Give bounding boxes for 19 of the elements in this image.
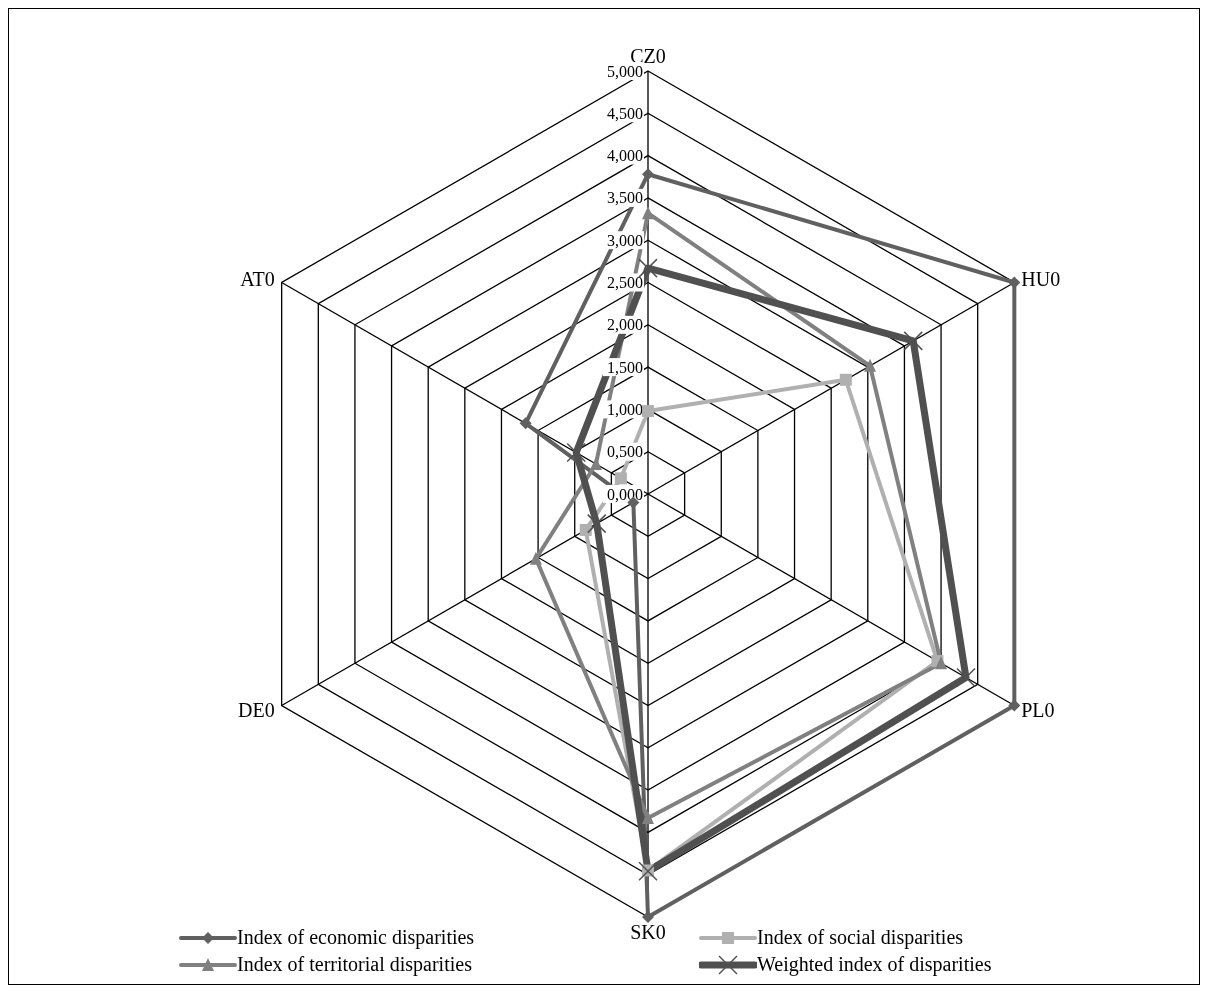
spoke-label: PL0 <box>1021 698 1055 721</box>
spoke-label: AT0 <box>240 267 275 290</box>
y-tick-label: 3,500 <box>607 189 643 207</box>
legend-label: Index of economic disparities <box>237 926 475 949</box>
spoke-label: SK0 <box>630 921 666 944</box>
y-tick-label: 3,000 <box>607 231 643 249</box>
y-tick-label: 2,000 <box>607 316 643 334</box>
legend-label: Index of social disparities <box>757 926 964 949</box>
legend-label: Index of territorial disparities <box>237 953 472 976</box>
y-tick-label: 4,500 <box>607 104 643 122</box>
y-tick-label: 1,500 <box>607 358 643 376</box>
spoke-label: HU0 <box>1021 267 1061 290</box>
y-tick-label: 0,500 <box>607 443 643 461</box>
y-tick-label: 2,500 <box>607 274 643 291</box>
legend-label: Weighted index of disparities <box>757 953 992 976</box>
y-tick-label: 1,000 <box>607 400 643 418</box>
y-tick-label: 4,000 <box>607 147 643 165</box>
spoke-label: DE0 <box>238 698 275 721</box>
y-tick-label: 0,000 <box>607 485 643 503</box>
